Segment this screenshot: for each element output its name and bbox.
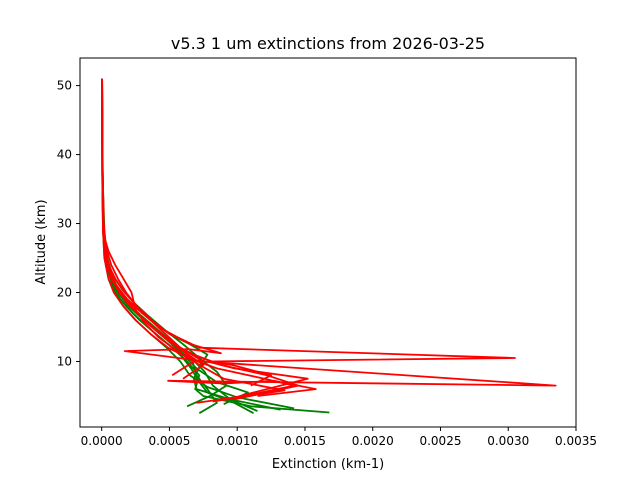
- y-tick-label: 20: [57, 286, 72, 300]
- chart-title: v5.3 1 um extinctions from 2026-03-25: [171, 34, 485, 53]
- y-tick-label: 30: [57, 217, 72, 231]
- plot-lines: [101, 78, 557, 414]
- y-tick-label: 10: [57, 354, 72, 368]
- y-axis-ticks: 10 20 30 40 50: [57, 79, 80, 368]
- profile-line-red-11: [101, 78, 273, 387]
- x-tick-label: 0.0025: [419, 434, 461, 448]
- x-tick-label: 0.0015: [284, 434, 326, 448]
- x-axis-label: Extinction (km-1): [272, 457, 384, 472]
- x-axis-ticks: 0.0000 0.0005 0.0010 0.0015 0.0020 0.0025 0.00…: [81, 427, 597, 448]
- y-tick-label: 40: [57, 148, 72, 162]
- x-tick-label: 0.0005: [148, 434, 190, 448]
- profile-line-red-9: [101, 78, 516, 401]
- x-tick-label: 0.0030: [487, 434, 529, 448]
- profile-line-red-16: [101, 78, 205, 380]
- profile-line-red-13: [101, 78, 296, 404]
- x-tick-label: 0.0000: [81, 434, 123, 448]
- x-tick-label: 0.0020: [352, 434, 394, 448]
- x-tick-label: 0.0010: [216, 434, 258, 448]
- profile-line-green-4: [101, 78, 228, 408]
- y-axis-label: Altitude (km): [34, 199, 49, 284]
- y-tick-label: 50: [57, 79, 72, 93]
- plot-frame: [79, 57, 577, 428]
- x-tick-label: 0.0035: [555, 434, 597, 448]
